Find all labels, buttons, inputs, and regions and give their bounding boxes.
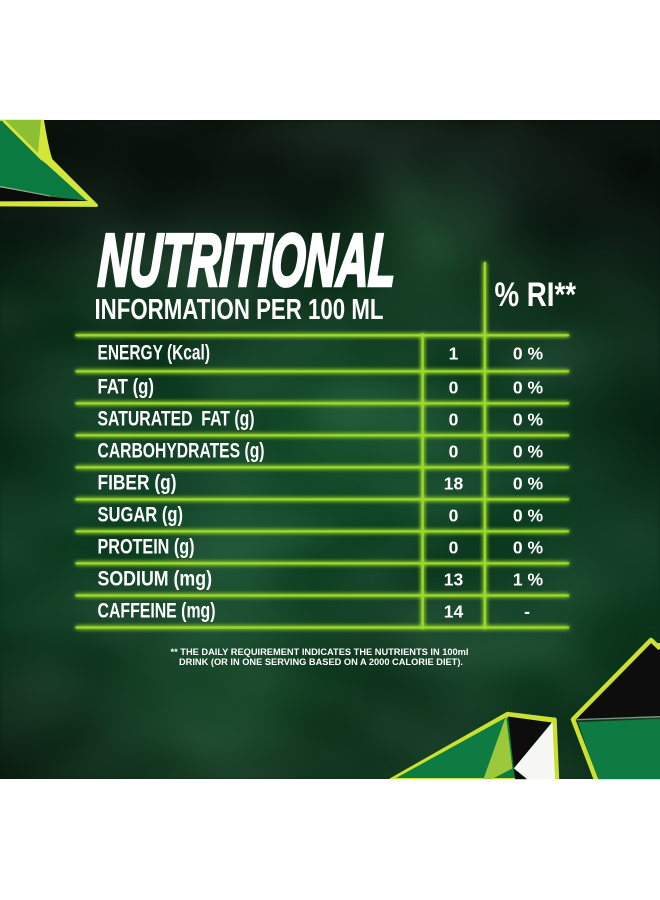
svg-text:DRINK (OR IN ONE SERVING BASED: DRINK (OR IN ONE SERVING BASED ON A 2000… [179,657,463,667]
svg-text:0 %: 0 % [513,410,544,430]
svg-text:1 %: 1 % [513,570,544,590]
svg-text:0 %: 0 % [513,442,544,462]
svg-text:18: 18 [444,474,464,494]
svg-text:FIBER (g): FIBER (g) [98,472,177,495]
svg-text:NUTRITIONAL: NUTRITIONAL [97,219,398,302]
svg-text:CAFFEINE (mg): CAFFEINE (mg) [98,600,216,623]
svg-text:0 %: 0 % [513,506,544,526]
svg-text:1: 1 [449,344,459,364]
svg-text:-: - [524,602,530,622]
svg-text:0: 0 [449,538,459,558]
svg-text:14: 14 [444,602,464,622]
svg-text:% RI**: % RI** [495,276,577,314]
svg-text:0 %: 0 % [513,538,544,558]
svg-text:SODIUM (mg): SODIUM (mg) [98,568,213,591]
svg-text:0 %: 0 % [513,344,544,364]
svg-text:CARBOHYDRATES (g): CARBOHYDRATES (g) [98,440,265,463]
svg-text:** THE DAILY REQUIREMENT INDIC: ** THE DAILY REQUIREMENT INDICATES THE N… [171,647,469,657]
svg-text:ENERGY (Kcal): ENERGY (Kcal) [98,342,211,365]
svg-text:INFORMATION PER 100 ML: INFORMATION PER 100 ML [95,294,384,326]
svg-text:PROTEIN (g): PROTEIN (g) [98,536,195,559]
svg-text:0: 0 [449,506,459,526]
svg-text:0 %: 0 % [513,474,544,494]
svg-text:0: 0 [449,442,459,462]
svg-text:FAT (g): FAT (g) [98,376,155,399]
svg-text:0 %: 0 % [513,378,544,398]
svg-text:SUGAR (g): SUGAR (g) [98,504,184,527]
svg-text:0: 0 [449,410,459,430]
svg-text:13: 13 [444,570,464,590]
svg-text:SATURATED FAT (g): SATURATED FAT (g) [98,408,255,431]
svg-text:0: 0 [449,378,459,398]
